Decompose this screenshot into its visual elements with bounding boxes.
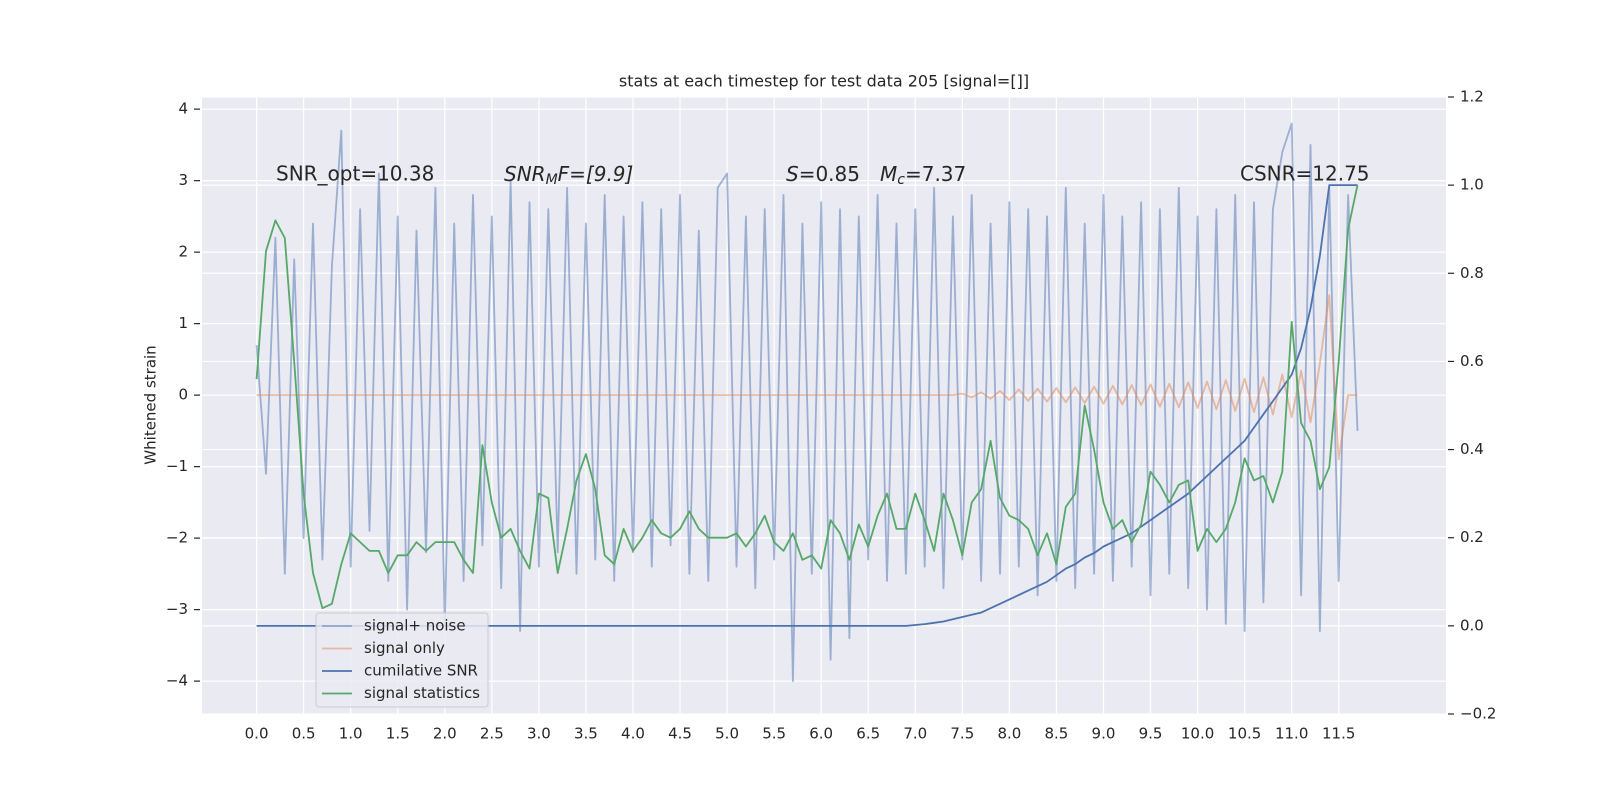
legend-label: signal only bbox=[364, 639, 445, 657]
legend-label: cumilative SNR bbox=[364, 662, 478, 680]
annotation-part: =7.37 bbox=[905, 162, 966, 186]
chart-title: stats at each timestep for test data 205… bbox=[619, 72, 1029, 91]
x-tick-label: 9.0 bbox=[1092, 725, 1116, 743]
x-tick-label: 0.0 bbox=[245, 725, 269, 743]
x-tick-label: 10.0 bbox=[1181, 725, 1214, 743]
x-tick-label: 9.5 bbox=[1139, 725, 1163, 743]
y2-tick-label: 0.8 bbox=[1460, 264, 1484, 282]
x-tick-label: 5.5 bbox=[762, 725, 786, 743]
y-tick-label: 3 bbox=[178, 171, 188, 189]
x-tick-label: 4.0 bbox=[621, 725, 645, 743]
y-tick-label: −2 bbox=[166, 529, 188, 547]
x-tick-label: 2.5 bbox=[480, 725, 504, 743]
annotation: SNR_opt=10.38 bbox=[276, 162, 434, 186]
x-tick-label: 1.5 bbox=[386, 725, 410, 743]
annotation: S=0.85 bbox=[786, 162, 860, 186]
x-tick-label: 6.0 bbox=[809, 725, 833, 743]
x-tick-label: 0.5 bbox=[292, 725, 316, 743]
y2-tick-label: 1.0 bbox=[1460, 176, 1484, 194]
legend-label: signal+ noise bbox=[364, 617, 466, 635]
x-tick-label: 11.5 bbox=[1322, 725, 1355, 743]
x-tick-label: 7.5 bbox=[950, 725, 974, 743]
y-tick-label: −4 bbox=[166, 672, 188, 690]
y-tick-label: 4 bbox=[178, 100, 188, 118]
x-tick-label: 3.5 bbox=[574, 725, 598, 743]
x-tick-label: 10.5 bbox=[1228, 725, 1261, 743]
x-tick-label: 8.0 bbox=[997, 725, 1021, 743]
annotation-part: SNR bbox=[504, 162, 546, 186]
annotation-part: F=[9.9] bbox=[558, 162, 634, 186]
y-tick-label: −3 bbox=[166, 600, 188, 618]
y2-tick-label: −0.2 bbox=[1460, 705, 1496, 723]
y-tick-label: 0 bbox=[178, 386, 188, 404]
y-tick-label: −1 bbox=[166, 457, 188, 475]
annotation-part: =0.85 bbox=[799, 162, 860, 186]
x-tick-label: 8.5 bbox=[1044, 725, 1068, 743]
y-tick-label: 1 bbox=[178, 314, 188, 332]
x-tick-label: 1.0 bbox=[339, 725, 363, 743]
series-line bbox=[255, 122, 1359, 682]
y2-tick-label: 0.2 bbox=[1460, 528, 1484, 546]
plot-area bbox=[202, 97, 1446, 714]
x-tick-label: 11.0 bbox=[1275, 725, 1308, 743]
legend-label: signal statistics bbox=[364, 684, 480, 702]
x-tick-label: 4.5 bbox=[668, 725, 692, 743]
series-line bbox=[255, 184, 1359, 610]
y2-tick-label: 1.2 bbox=[1460, 88, 1484, 106]
annotation-part: M bbox=[880, 162, 897, 186]
annotation-part: c bbox=[897, 172, 905, 188]
legend-box bbox=[315, 612, 489, 708]
x-tick-label: 2.0 bbox=[433, 725, 457, 743]
annotation: Mc=7.37 bbox=[880, 162, 966, 189]
x-tick-label: 5.0 bbox=[715, 725, 739, 743]
y-tick-label: 2 bbox=[178, 243, 188, 261]
annotation: SNRMF=[9.9] bbox=[504, 162, 633, 189]
x-tick-label: 3.0 bbox=[527, 725, 551, 743]
y2-tick-label: 0.4 bbox=[1460, 440, 1484, 458]
annotation-part: M bbox=[546, 172, 558, 188]
x-tick-label: 7.0 bbox=[903, 725, 927, 743]
y2-tick-label: 0.0 bbox=[1460, 616, 1484, 634]
x-tick-label: 6.5 bbox=[856, 725, 880, 743]
y2-tick-label: 0.6 bbox=[1460, 352, 1484, 370]
series-line bbox=[256, 294, 1358, 461]
y-axis-label: Whitened strain bbox=[142, 345, 160, 464]
annotation-part: S bbox=[786, 162, 799, 186]
annotation: CSNR=12.75 bbox=[1240, 162, 1370, 186]
